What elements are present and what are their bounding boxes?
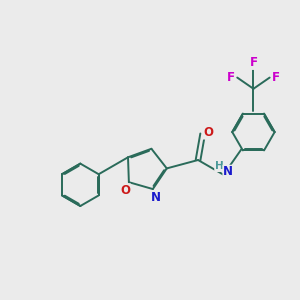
Text: H: H bbox=[215, 161, 224, 172]
Text: O: O bbox=[120, 184, 130, 197]
Text: F: F bbox=[272, 71, 280, 84]
Text: O: O bbox=[203, 126, 213, 139]
Text: N: N bbox=[223, 165, 233, 178]
Text: F: F bbox=[227, 71, 235, 84]
Text: F: F bbox=[249, 56, 257, 69]
Text: N: N bbox=[152, 191, 161, 204]
